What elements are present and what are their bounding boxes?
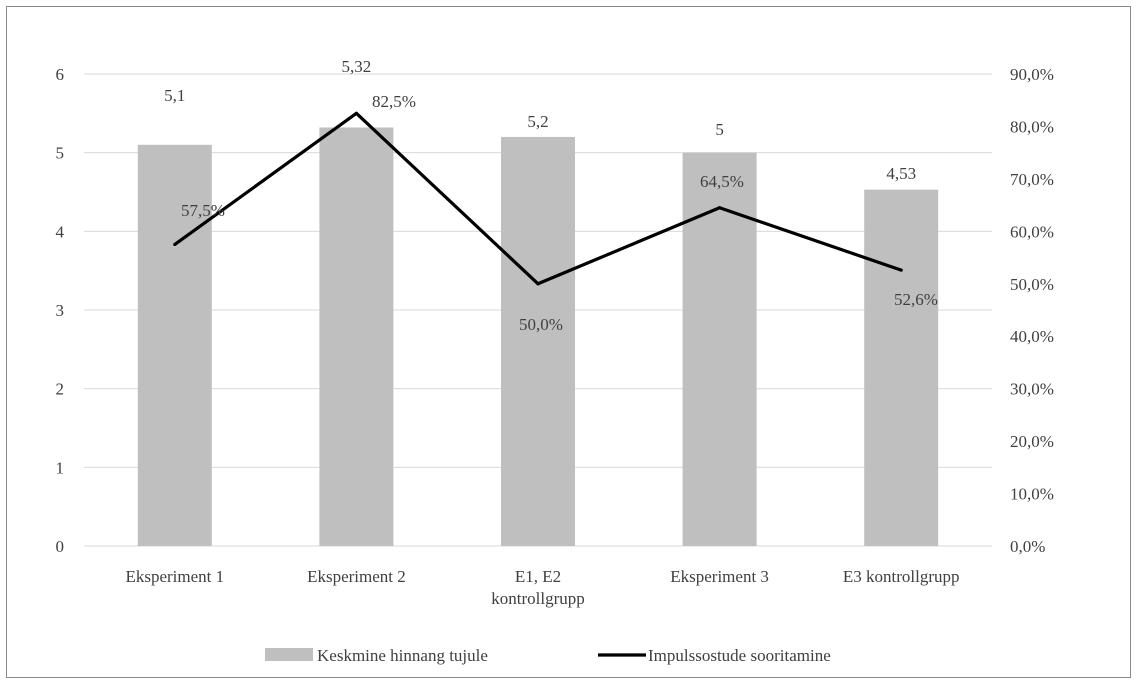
line-value-label: 82,5% bbox=[372, 92, 416, 111]
category-label: kontrollgrupp bbox=[491, 589, 585, 608]
left-tick-label: 4 bbox=[56, 222, 65, 241]
left-tick-label: 1 bbox=[56, 458, 65, 477]
legend-label-bars: Keskmine hinnang tujule bbox=[317, 646, 488, 665]
left-tick-label: 2 bbox=[56, 380, 65, 399]
bar-value-label: 5,2 bbox=[527, 112, 548, 131]
right-tick-label: 80,0% bbox=[1010, 117, 1054, 136]
category-label: Eksperiment 2 bbox=[307, 567, 406, 586]
right-tick-label: 0,0% bbox=[1010, 537, 1045, 556]
category-label: Eksperiment 1 bbox=[125, 567, 224, 586]
line-point bbox=[718, 206, 722, 210]
legend: Keskmine hinnang tujule Impulssostude soo… bbox=[265, 646, 831, 665]
bar-value-label: 4,53 bbox=[886, 164, 916, 183]
bar bbox=[501, 136, 575, 546]
line-value-label: 50,0% bbox=[519, 315, 563, 334]
bar-value-label: 5 bbox=[715, 120, 724, 139]
category-label: Eksperiment 3 bbox=[670, 567, 769, 586]
line-value-label: 57,5% bbox=[181, 201, 225, 220]
line-series bbox=[173, 111, 903, 286]
left-tick-label: 6 bbox=[56, 65, 65, 84]
right-tick-label: 40,0% bbox=[1010, 327, 1054, 346]
line-point bbox=[173, 242, 177, 247]
category-label: E3 kontrollgrupp bbox=[843, 567, 960, 586]
right-tick-label: 90,0% bbox=[1010, 65, 1054, 84]
line-point bbox=[536, 282, 540, 286]
right-tick-label: 30,0% bbox=[1010, 380, 1054, 399]
axes: 01234560,0%10,0%20,0%30,0%40,0%50,0%60,0… bbox=[56, 65, 1054, 608]
right-tick-label: 70,0% bbox=[1010, 170, 1054, 189]
line-point bbox=[899, 268, 903, 272]
line-value-label: 52,6% bbox=[894, 290, 938, 309]
right-tick-label: 10,0% bbox=[1010, 485, 1054, 504]
line-point bbox=[354, 111, 358, 115]
category-label: E1, E2 bbox=[515, 567, 561, 586]
bar bbox=[137, 144, 212, 547]
bar-series bbox=[137, 127, 939, 547]
bar bbox=[682, 152, 757, 546]
legend-swatch-bars bbox=[265, 648, 313, 661]
left-tick-label: 3 bbox=[56, 301, 65, 320]
left-tick-label: 0 bbox=[56, 537, 65, 556]
bar-value-label: 5,1 bbox=[164, 86, 185, 105]
right-tick-label: 20,0% bbox=[1010, 432, 1054, 451]
right-tick-label: 50,0% bbox=[1010, 275, 1054, 294]
right-tick-label: 60,0% bbox=[1010, 222, 1054, 241]
bar bbox=[864, 189, 939, 546]
bar bbox=[319, 127, 394, 546]
data-labels: 5,1 5,32 5,2 5 4,53 57,5% 82,5% 50,0% 64,5% 52,6% bbox=[164, 57, 938, 334]
left-tick-label: 5 bbox=[56, 144, 65, 163]
line-value-label: 64,5% bbox=[700, 172, 744, 191]
legend-label-line: Impulssostude sooritamine bbox=[648, 646, 831, 665]
bar-value-label: 5,32 bbox=[342, 57, 372, 76]
